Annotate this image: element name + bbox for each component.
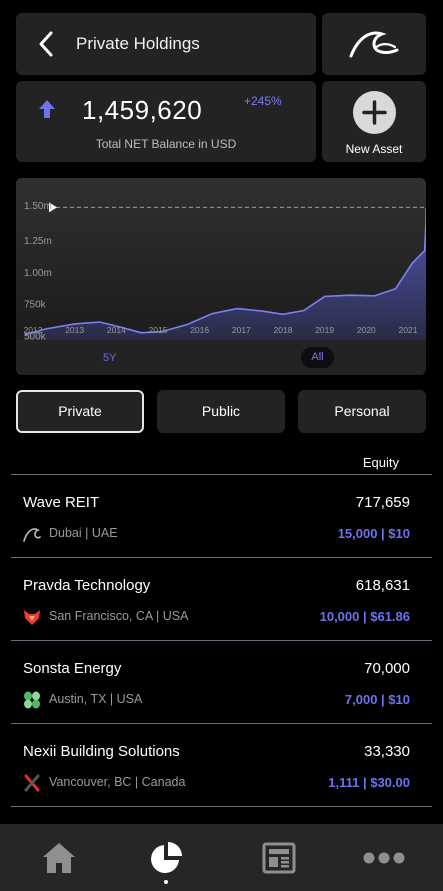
news-icon: [262, 842, 296, 874]
x-tick-label: 2013: [65, 325, 84, 335]
x-tick-label: 2020: [357, 325, 376, 335]
y-tick-label: 1.00m: [24, 268, 52, 279]
holding-quantity: 15,000 | $10: [337, 526, 410, 541]
x-tick-label: 2021: [399, 325, 418, 335]
holding-row[interactable]: Nexii Building Solutions 33,330 Vancouve…: [11, 724, 432, 807]
x-icon: [24, 774, 40, 792]
chevron-left-icon: [39, 31, 53, 57]
range-5y-button[interactable]: 5Y: [103, 352, 117, 364]
balance-subtitle: Total NET Balance in USD: [95, 137, 237, 151]
tab-private[interactable]: Private: [16, 390, 144, 433]
holding-row[interactable]: Wave REIT 717,659 Dubai | UAE 15,000 | $…: [11, 475, 432, 558]
more-icon: [363, 852, 405, 864]
balance-card: 1,459,620 +245% Total NET Balance in USD: [16, 81, 316, 162]
leaf-icon: [24, 691, 40, 709]
y-tick-label: 1.25m: [24, 236, 52, 247]
tab-personal[interactable]: Personal: [298, 390, 426, 433]
x-tick-label: 2019: [315, 325, 334, 335]
holding-location: Dubai | UAE: [49, 526, 118, 540]
x-tick-label: 2016: [190, 325, 209, 335]
plus-icon: [353, 91, 396, 134]
holding-name: Pravda Technology: [23, 577, 151, 594]
nav-portfolio[interactable]: [136, 836, 196, 880]
x-tick-label: 2014: [107, 325, 126, 335]
x-tick-label: 2015: [149, 325, 168, 335]
holding-value: 33,330: [364, 743, 410, 760]
balance-chart[interactable]: 500k 750k 1.00m 1.25m 1.50m 2012 2013 2014 2015…: [16, 178, 426, 375]
header-bar: Private Holdings: [16, 13, 316, 75]
holding-row[interactable]: Pravda Technology 618,631 San Francisco,…: [11, 558, 432, 641]
arrow-up-icon: [39, 100, 55, 118]
holding-name: Nexii Building Solutions: [23, 743, 180, 760]
holding-location: San Francisco, CA | USA: [49, 609, 189, 623]
holding-value: 618,631: [355, 577, 410, 594]
chart-svg: 500k 750k 1.00m 1.25m 1.50m 2012 2013 2014 2015…: [16, 178, 426, 343]
holding-quantity: 10,000 | $61.86: [319, 609, 410, 624]
new-asset-button[interactable]: New Asset: [322, 81, 426, 162]
back-button[interactable]: [16, 13, 76, 75]
range-all-button[interactable]: All: [301, 347, 334, 368]
wave-icon: [23, 528, 41, 542]
x-tick-label: 2017: [232, 325, 251, 335]
holding-location: Austin, TX | USA: [49, 692, 143, 706]
balance-amount: 1,459,620: [82, 95, 203, 125]
balance-change: +245%: [244, 94, 282, 108]
y-tick-label: 1.50m: [24, 201, 52, 212]
x-tick-label: 2018: [274, 325, 293, 335]
y-tick-label: 500k: [24, 332, 47, 343]
holding-name: Wave REIT: [23, 494, 100, 511]
equity-column-header: Equity: [362, 455, 399, 470]
nav-more[interactable]: [354, 836, 414, 880]
x-tick-label: 2012: [24, 325, 43, 335]
home-icon: [43, 843, 75, 873]
divider: [11, 474, 432, 475]
bottom-nav: [0, 824, 443, 891]
holding-quantity: 7,000 | $10: [344, 692, 410, 707]
nav-home[interactable]: [29, 836, 89, 880]
tab-public[interactable]: Public: [157, 390, 285, 433]
new-asset-label: New Asset: [345, 142, 403, 156]
y-tick-label: 750k: [24, 300, 47, 311]
holding-row[interactable]: Sonsta Energy 70,000 Austin, TX | USA 7,…: [11, 641, 432, 724]
pie-chart-icon: [151, 842, 182, 873]
fox-icon: [24, 610, 40, 625]
page-title: Private Holdings: [76, 34, 200, 53]
wave-logo-icon: [349, 31, 399, 58]
reference-marker-icon: [49, 202, 57, 213]
active-indicator: [164, 880, 168, 884]
holding-quantity: 1,111 | $30.00: [328, 775, 410, 790]
holding-name: Sonsta Energy: [23, 660, 122, 677]
holding-value: 717,659: [355, 494, 410, 511]
nav-news[interactable]: [249, 836, 309, 880]
chart-area: [24, 208, 426, 340]
chart-line: [24, 208, 426, 336]
brand-logo[interactable]: [322, 13, 426, 75]
holding-value: 70,000: [364, 660, 410, 677]
holding-location: Vancouver, BC | Canada: [49, 775, 186, 789]
